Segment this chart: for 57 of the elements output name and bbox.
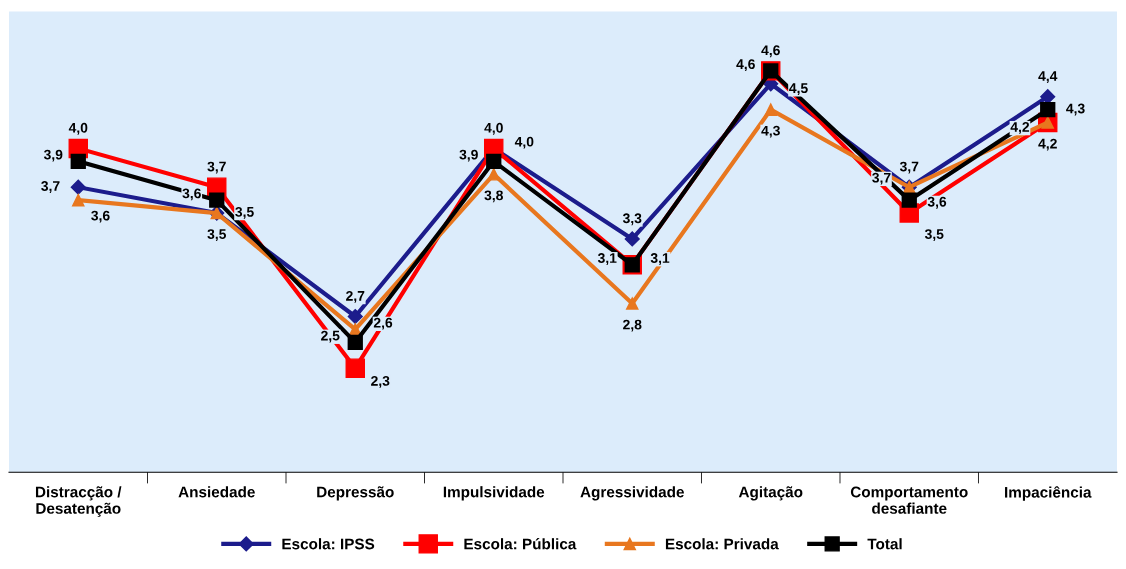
data-label: 4,0 (514, 136, 534, 149)
data-label: 2,3 (371, 375, 390, 388)
data-label: 3,6 (91, 210, 110, 223)
data-label: 4,3 (761, 125, 780, 138)
point (764, 103, 777, 116)
data-label: 4,2 (1010, 122, 1030, 134)
data-label: 3,1 (597, 253, 617, 265)
data-label: 3,5 (924, 229, 944, 242)
data-label: 3,6 (182, 188, 201, 201)
data-label: 2,5 (321, 330, 340, 343)
x-tick-label: Comportamento desafiante (850, 486, 968, 514)
data-label: 3,9 (459, 149, 478, 162)
data-label: 4,0 (484, 122, 503, 135)
data-label: 3,8 (484, 190, 503, 203)
data-label: 4,2 (1038, 138, 1057, 151)
data-label: 4,3 (1066, 103, 1085, 116)
point (901, 192, 917, 208)
x-tick-label: Depressão (317, 486, 394, 501)
data-label: 3,9 (43, 149, 63, 162)
point (624, 231, 640, 247)
point (345, 358, 365, 378)
point (625, 297, 639, 310)
x-tick-label: Impulsividade (443, 486, 545, 501)
data-label: 4,0 (68, 122, 88, 135)
data-label: 3,3 (622, 213, 642, 226)
legend-label: Escola: Pública (464, 538, 577, 550)
data-label: 3,5 (207, 229, 227, 242)
x-tick-label: Distracção / Desatenção (35, 486, 122, 517)
data-label: 3,5 (235, 206, 254, 219)
point (72, 193, 85, 207)
x-tick-label: Agressividade (580, 486, 684, 501)
point (486, 153, 502, 169)
point (1040, 101, 1056, 118)
data-label: 3,7 (207, 161, 226, 174)
legend-label: Total (867, 538, 902, 550)
point (70, 179, 86, 195)
data-label: 2,6 (373, 317, 393, 330)
data-label: 3,1 (650, 253, 670, 265)
point (209, 192, 225, 208)
data-label: 2,7 (346, 290, 365, 303)
data-label: 4,4 (1038, 71, 1058, 83)
data-label: 4,6 (736, 59, 755, 72)
point (347, 334, 363, 350)
data-label: 3,7 (899, 161, 919, 174)
data-label: 3,6 (927, 196, 947, 209)
point (70, 153, 86, 169)
point (347, 308, 363, 325)
legend-label: Escola: IPSS (282, 538, 375, 550)
legend-label: Escola: Privada (665, 538, 779, 550)
data-label: 4,5 (789, 83, 808, 96)
data-label: 3,7 (41, 181, 60, 193)
x-tick-label: Ansiedade (178, 486, 255, 498)
x-tick-label: Impaciência (1005, 486, 1092, 501)
data-label: 4,6 (761, 45, 780, 58)
data-label: 3,7 (872, 172, 891, 185)
data-label: 2,8 (623, 319, 642, 332)
x-tick-label: Agitação (738, 486, 803, 501)
